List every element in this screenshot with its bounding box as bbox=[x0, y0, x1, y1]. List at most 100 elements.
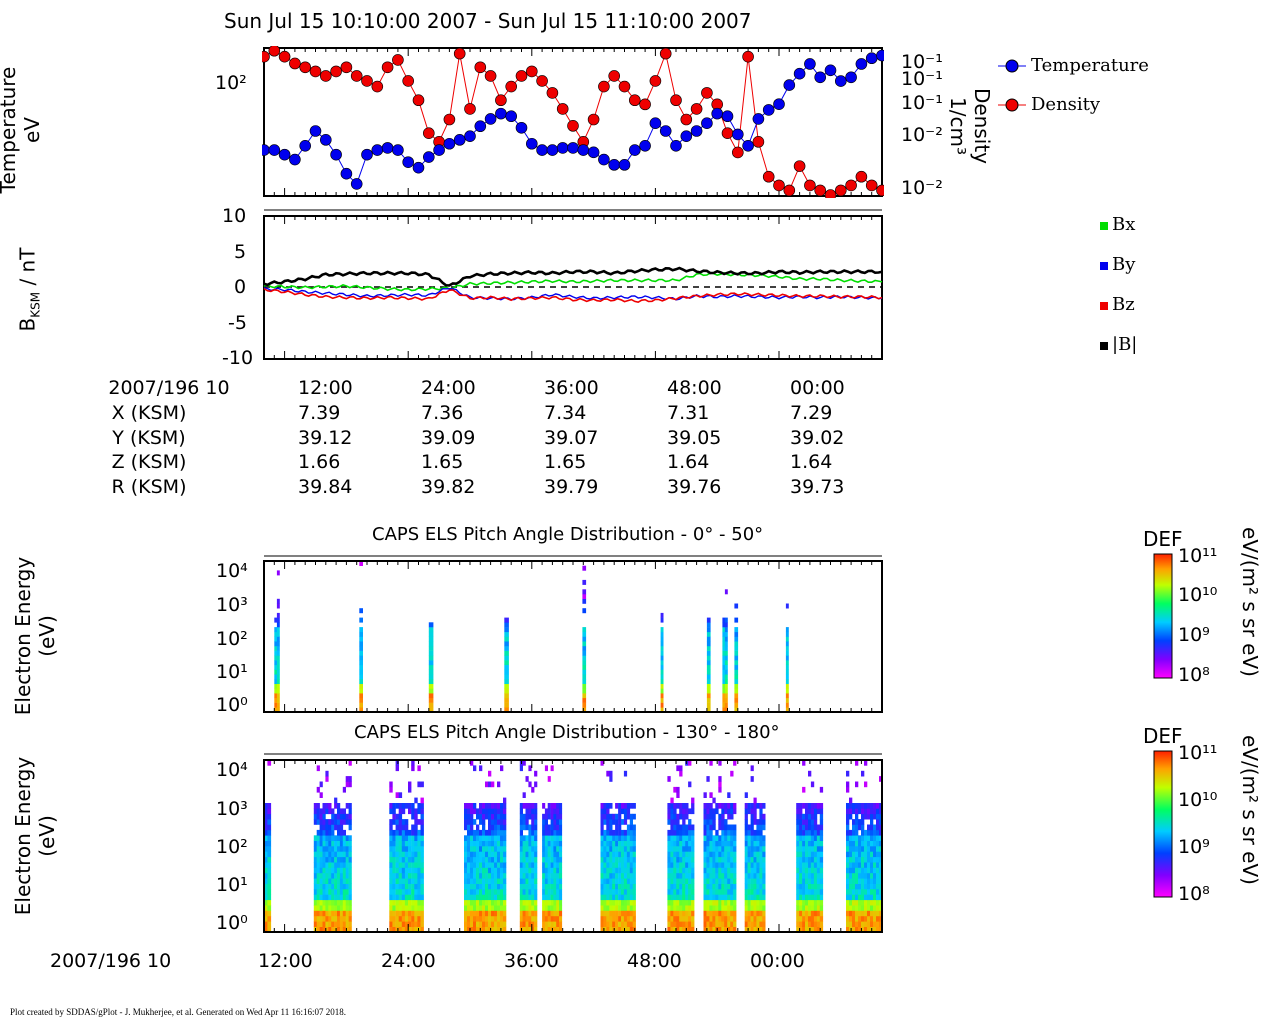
spectrogram-cell bbox=[867, 872, 871, 879]
spectrogram-cell bbox=[750, 851, 754, 858]
spectrogram-cell bbox=[852, 894, 856, 901]
spectrogram-cell bbox=[867, 803, 871, 809]
spectrogram-cell bbox=[813, 921, 818, 927]
spectrogram-cell bbox=[870, 910, 874, 917]
spectrogram-cell bbox=[473, 899, 477, 906]
spectrogram-cell bbox=[785, 627, 789, 633]
spectrogram-cell bbox=[503, 851, 507, 858]
spectrogram-cell bbox=[660, 650, 664, 656]
spectrogram-cell bbox=[398, 813, 403, 820]
spectrogram-cell bbox=[703, 910, 707, 917]
spectrogram-cell bbox=[715, 829, 719, 836]
spectrogram-cell bbox=[337, 856, 341, 863]
spectrogram-cell bbox=[709, 803, 713, 809]
spectrogram-cell bbox=[504, 617, 509, 623]
spectrogram-cell bbox=[670, 872, 674, 879]
spectrogram-cell bbox=[556, 813, 560, 820]
spectrogram-cell bbox=[519, 905, 523, 911]
spectrogram-cell bbox=[556, 835, 560, 841]
spectrogram-cell bbox=[759, 872, 763, 879]
spectrogram-cell bbox=[559, 835, 563, 841]
density-series bbox=[262, 46, 884, 198]
temperature-point bbox=[824, 64, 837, 77]
spectrogram-cell bbox=[759, 899, 763, 906]
spectrogram-cell bbox=[488, 835, 492, 841]
spectrogram-cell bbox=[796, 905, 800, 911]
spectrogram-cell bbox=[519, 856, 523, 863]
spectrogram-cell bbox=[420, 872, 424, 879]
bottom-tick-1: 12:00 bbox=[258, 950, 313, 972]
spectrogram-cell bbox=[676, 819, 680, 825]
spectrogram-cell bbox=[722, 707, 726, 713]
spectrogram-cell bbox=[730, 803, 734, 809]
spectrogram-cell bbox=[464, 910, 468, 917]
spectrogram-cell bbox=[733, 915, 737, 922]
spectrogram-cell bbox=[626, 921, 631, 927]
spectrogram-cell bbox=[861, 926, 865, 933]
spectrogram-cell bbox=[339, 819, 344, 825]
spectrogram-cell bbox=[319, 894, 323, 901]
spectrogram-cell bbox=[762, 872, 766, 879]
spectrogram-cell bbox=[319, 829, 323, 836]
spectrogram-cell bbox=[756, 883, 760, 890]
spectrogram-cell bbox=[504, 693, 509, 699]
temperature-point bbox=[804, 58, 816, 70]
spectrogram-cell bbox=[325, 872, 329, 879]
spectrogram-cell bbox=[522, 872, 526, 879]
spectrogram-cell bbox=[808, 905, 812, 911]
spectrogram-cell bbox=[621, 840, 625, 847]
spectrogram-cell bbox=[556, 851, 560, 858]
spectrogram-cell bbox=[488, 781, 492, 788]
spectrogram-cell bbox=[497, 835, 501, 841]
spectrogram-cell bbox=[345, 878, 349, 884]
spectrogram-cell bbox=[703, 840, 707, 847]
spectrogram-cell bbox=[467, 819, 471, 825]
spectrogram-cell bbox=[411, 803, 415, 809]
spectrogram-cell bbox=[470, 856, 474, 863]
spectrogram-cell bbox=[398, 867, 403, 874]
spectrogram-cell bbox=[734, 645, 739, 651]
spectrogram-cell bbox=[408, 862, 412, 868]
spectrogram-cell bbox=[337, 883, 341, 890]
spectrogram-cell bbox=[715, 803, 719, 809]
spectrogram-cell bbox=[722, 697, 726, 703]
spectrogram-cell bbox=[274, 702, 278, 708]
spectrogram-cell bbox=[411, 894, 415, 901]
temperature-point bbox=[814, 71, 827, 84]
spectrogram-cell bbox=[482, 846, 486, 852]
spectrogram-cell bbox=[703, 872, 707, 879]
temperature-axis-label: Temperature bbox=[0, 66, 20, 194]
spectrogram-cell bbox=[417, 856, 421, 863]
spectrogram-cell bbox=[503, 883, 507, 890]
spectrogram-cell bbox=[753, 856, 757, 863]
spectrogram-cell bbox=[810, 867, 815, 874]
spectrogram-cell bbox=[316, 905, 320, 911]
spectrogram-cell bbox=[334, 921, 338, 927]
spectrogram-cell bbox=[325, 862, 329, 868]
spectrogram-cell bbox=[688, 910, 692, 917]
spectrogram-cell bbox=[808, 819, 812, 825]
spectrogram-cell bbox=[858, 910, 862, 917]
spectrogram-cell bbox=[519, 883, 523, 890]
spectrogram-cell bbox=[706, 835, 710, 841]
spectrogram-cell bbox=[473, 835, 477, 841]
spectrogram-cell bbox=[679, 878, 683, 884]
spectrogram-cell bbox=[525, 856, 529, 863]
spectrogram-cell bbox=[816, 883, 821, 890]
spectrogram-cell bbox=[615, 835, 619, 841]
spectrogram-cell bbox=[534, 781, 538, 788]
spectrogram-cell bbox=[667, 819, 671, 825]
spectrogram-cell bbox=[682, 835, 686, 841]
spectrogram-cell bbox=[682, 803, 686, 809]
spectrogram-cell bbox=[679, 808, 683, 815]
temperature-point bbox=[865, 52, 878, 65]
spectrogram-cell bbox=[319, 840, 323, 847]
spectrogram-cell bbox=[819, 910, 824, 917]
spectrogram-cell bbox=[612, 883, 616, 890]
spectrogram-cell bbox=[712, 797, 716, 804]
spectrogram-cell bbox=[345, 846, 349, 852]
spectrogram-cell bbox=[553, 910, 557, 917]
spectrogram-cell bbox=[473, 856, 477, 863]
spectrogram-cell bbox=[473, 883, 477, 890]
spectrogram-cell bbox=[494, 840, 498, 847]
